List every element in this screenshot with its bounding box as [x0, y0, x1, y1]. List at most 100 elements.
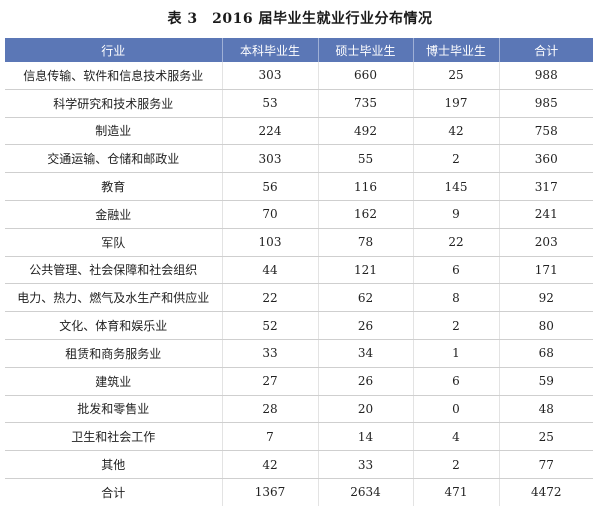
- doctor-cell: 6: [412, 367, 499, 396]
- master-cell: 121: [317, 256, 413, 285]
- bachelor-cell: 224: [221, 117, 318, 146]
- header-industry: 行业: [5, 38, 222, 62]
- doctor-cell: 22: [412, 228, 499, 257]
- industry-cell: 建筑业: [5, 367, 222, 396]
- doctor-cell: 6: [412, 256, 499, 285]
- total-cell: 25: [498, 422, 593, 452]
- table-row: 教育 56 116 145 317: [5, 172, 593, 201]
- total-cell: 241: [498, 200, 593, 229]
- industry-cell: 合计: [101, 485, 126, 500]
- doctor-cell: 25: [412, 62, 499, 90]
- header-master: 硕士毕业生: [317, 38, 413, 62]
- bachelor-cell: 303: [221, 144, 318, 174]
- industry-cell: 教育: [5, 172, 222, 201]
- table-row: 租赁和商务服务业 33 34 1 68: [5, 339, 593, 368]
- total-cell: 77: [498, 450, 593, 479]
- industry-cell: 金融业: [5, 200, 222, 229]
- doctor-cell: 145: [412, 172, 499, 201]
- master-cell: 660: [317, 62, 413, 90]
- master-cell: 33: [317, 450, 413, 479]
- industry-cell: 文化、体育和娱乐业: [5, 311, 222, 340]
- bachelor-cell: 303: [221, 62, 318, 90]
- bachelor-cell: 56: [221, 172, 318, 201]
- doctor-cell: 8: [412, 283, 499, 313]
- total-cell: 758: [498, 117, 593, 146]
- doctor-cell: 2: [412, 311, 499, 340]
- header-doctor: 博士毕业生: [412, 38, 499, 62]
- doctor-cell: 2: [412, 450, 499, 479]
- doctor-cell: 42: [412, 117, 499, 146]
- table-row: 公共管理、社会保障和社会组织 44 121 6 171: [5, 256, 593, 285]
- master-cell: 492: [317, 117, 413, 146]
- table-row: 科学研究和技术服务业 53 735 197 985: [5, 89, 593, 118]
- table-row: 制造业 224 492 42 758: [5, 117, 593, 146]
- doctor-cell: 0: [412, 395, 499, 424]
- industry-cell: 批发和零售业: [5, 395, 222, 424]
- total-cell: 171: [498, 256, 593, 285]
- master-cell: 116: [317, 172, 413, 201]
- master-cell: 26: [317, 311, 413, 340]
- bachelor-cell: 27: [221, 367, 318, 396]
- bachelor-cell: 22: [221, 283, 318, 313]
- doctor-cell: 4: [412, 422, 499, 452]
- table-row: 文化、体育和娱乐业 52 26 2 80: [5, 311, 593, 340]
- bachelor-cell: 103: [221, 228, 318, 257]
- bachelor-cell: 42: [221, 450, 318, 479]
- doctor-cell: 471: [412, 478, 499, 506]
- industry-cell: 公共管理、社会保障和社会组织: [5, 256, 222, 285]
- bachelor-cell: 53: [221, 89, 318, 118]
- bachelor-cell: 1367: [221, 478, 318, 506]
- industry-distribution-table: 行业 本科毕业生 硕士毕业生 博士毕业生 合计 信息传输、软件和信息技术服务业 3…: [5, 38, 593, 506]
- master-cell: 20: [317, 395, 413, 424]
- industry-cell: 科学研究和技术服务业: [5, 89, 222, 118]
- table-row: 交通运输、仓储和邮政业 303 55 2 360: [5, 144, 593, 174]
- industry-cell: 电力、热力、燃气及水生产和供应业: [5, 283, 222, 313]
- table-row: 电力、热力、燃气及水生产和供应业 22 62 8 92: [5, 283, 593, 313]
- bachelor-cell: 33: [221, 339, 318, 368]
- table-row: 卫生和社会工作 7 14 4 25: [5, 422, 593, 452]
- master-cell: 735: [317, 89, 413, 118]
- total-cell: 360: [498, 144, 593, 174]
- total-cell: 80: [498, 311, 593, 340]
- bachelor-cell: 70: [221, 200, 318, 229]
- table-row: 信息传输、软件和信息技术服务业 303 660 25 988: [5, 62, 593, 90]
- total-cell: 68: [498, 339, 593, 368]
- industry-cell: 制造业: [5, 117, 222, 146]
- industry-cell: 租赁和商务服务业: [5, 339, 222, 368]
- doctor-cell: 9: [412, 200, 499, 229]
- doctor-cell: 1: [412, 339, 499, 368]
- industry-cell: 交通运输、仓储和邮政业: [5, 144, 222, 174]
- master-cell: 78: [317, 228, 413, 257]
- doctor-cell: 2: [412, 144, 499, 174]
- industry-cell: 军队: [5, 228, 222, 257]
- table-header-row: 行业 本科毕业生 硕士毕业生 博士毕业生 合计: [5, 38, 593, 62]
- bachelor-cell: 7: [221, 422, 318, 452]
- industry-cell: 信息传输、软件和信息技术服务业: [5, 62, 222, 90]
- master-cell: 55: [317, 144, 413, 174]
- table-body: 信息传输、软件和信息技术服务业 303 660 25 988 科学研究和技术服务业 53 73…: [5, 62, 593, 506]
- bachelor-cell: 52: [221, 311, 318, 340]
- table-row: 其他 42 33 2 77: [5, 450, 593, 479]
- total-cell: 4472: [498, 478, 593, 506]
- master-cell: 62: [317, 283, 413, 313]
- table-row: 建筑业 27 26 6 59: [5, 367, 593, 396]
- total-cell: 988: [498, 62, 593, 90]
- total-cell: 48: [498, 395, 593, 424]
- table-title: 表 3 2016 届毕业生就业行业分布情况: [167, 11, 433, 27]
- table-row: 军队 103 78 22 203: [5, 228, 593, 257]
- table-row: 批发和零售业 28 20 0 48: [5, 395, 593, 424]
- master-cell: 26: [317, 367, 413, 396]
- total-cell: 92: [498, 283, 593, 313]
- master-cell: 2634: [317, 478, 413, 506]
- industry-cell: 卫生和社会工作: [5, 422, 222, 452]
- bachelor-cell: 28: [221, 395, 318, 424]
- total-cell: 59: [498, 367, 593, 396]
- header-bachelor: 本科毕业生: [221, 38, 318, 62]
- total-cell: 317: [498, 172, 593, 201]
- doctor-cell: 197: [412, 89, 499, 118]
- master-cell: 162: [317, 200, 413, 229]
- header-total: 合计: [498, 38, 593, 62]
- master-cell: 34: [317, 339, 413, 368]
- table-row: 金融业 70 162 9 241: [5, 200, 593, 229]
- total-cell: 985: [498, 89, 593, 118]
